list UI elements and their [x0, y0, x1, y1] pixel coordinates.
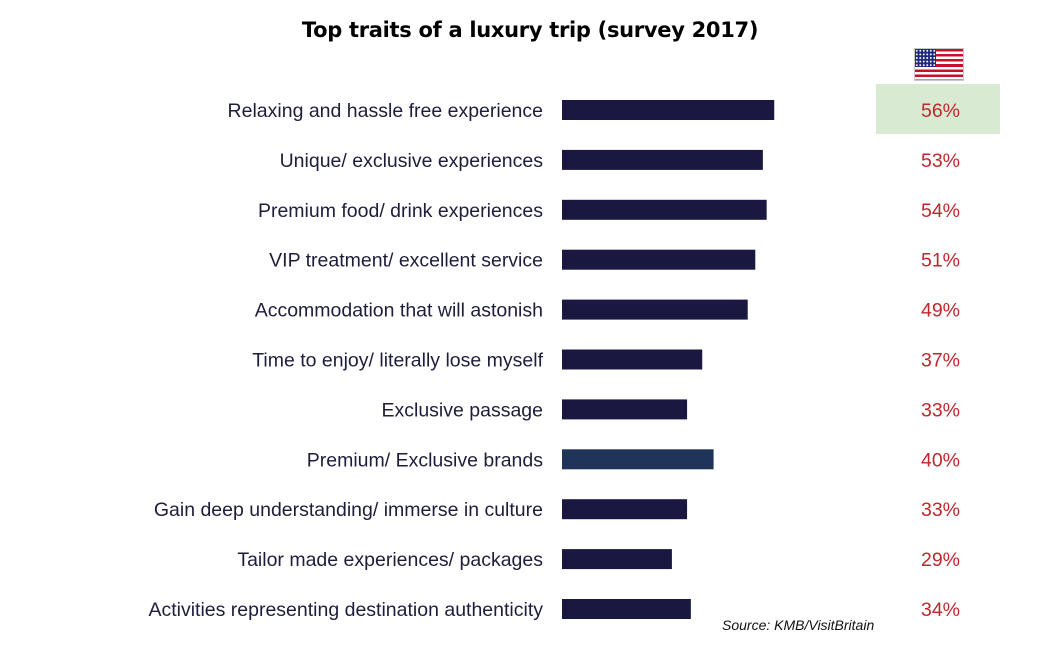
bar — [562, 449, 714, 470]
bar — [562, 199, 767, 220]
category-label: Premium food/ drink experiences — [258, 200, 543, 222]
value-label: 33% — [921, 399, 960, 421]
value-label: 34% — [921, 599, 960, 621]
bar — [562, 599, 691, 619]
value-label: 51% — [921, 250, 960, 272]
highlight-box — [876, 84, 1000, 134]
category-label: Gain deep understanding/ immerse in cult… — [154, 499, 543, 521]
value-label: 56% — [921, 100, 960, 122]
value-label: 29% — [921, 549, 960, 571]
category-label: Time to enjoy/ literally lose myself — [252, 350, 543, 372]
source-note: Source: KMB/VisitBritain — [722, 617, 875, 633]
category-label: Unique/ exclusive experiences — [280, 150, 544, 172]
bar — [562, 299, 748, 320]
chart-title: Top traits of a luxury trip (survey 2017… — [301, 18, 759, 42]
category-label: Tailor made experiences/ packages — [237, 549, 543, 571]
value-label: 49% — [921, 300, 960, 322]
bar — [562, 149, 763, 170]
category-label: Premium/ Exclusive brands — [307, 449, 543, 471]
bar — [562, 549, 672, 570]
value-label: 54% — [921, 200, 960, 222]
category-label: Relaxing and hassle free experience — [228, 100, 543, 122]
value-label: 33% — [921, 499, 960, 521]
bar — [562, 100, 775, 120]
bar — [562, 399, 688, 420]
category-label: Activities representing destination auth… — [148, 599, 543, 621]
us-flag-icon — [914, 48, 964, 81]
bar — [562, 349, 703, 370]
bar — [562, 499, 688, 520]
bar — [562, 249, 756, 270]
category-label: VIP treatment/ excellent service — [269, 250, 543, 272]
category-label: Accommodation that will astonish — [255, 300, 543, 322]
category-label: Exclusive passage — [381, 399, 543, 421]
value-label: 37% — [921, 350, 960, 372]
value-label: 40% — [921, 449, 960, 471]
value-label: 53% — [921, 150, 960, 172]
